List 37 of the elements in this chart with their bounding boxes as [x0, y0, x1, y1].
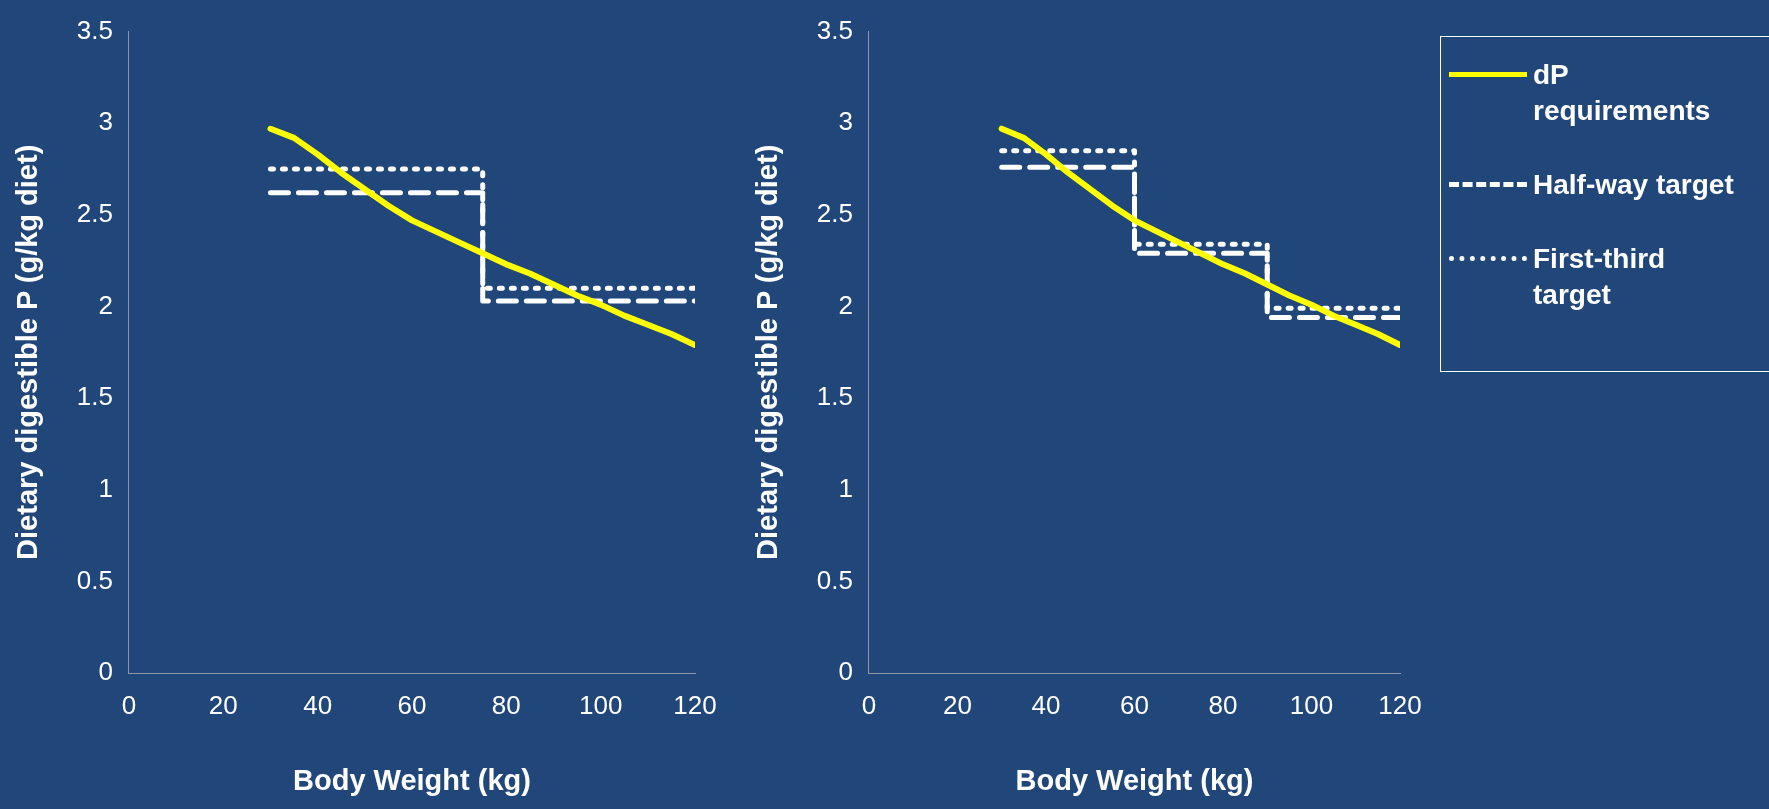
y-tick-label: 0: [98, 656, 113, 687]
y-tick-label: 2: [838, 289, 853, 320]
x-axis-title: Body Weight (kg): [293, 763, 531, 796]
x-tick-label: 120: [1378, 689, 1422, 720]
x-tick-label: 0: [121, 689, 137, 720]
y-tick-label: 2: [98, 289, 113, 320]
y-tick-label: 2.5: [76, 198, 113, 229]
x-tick-label: 80: [1208, 689, 1238, 720]
x-tick-label: 60: [1120, 689, 1149, 720]
x-tick-label: 120: [673, 689, 717, 720]
legend-label: First-third target: [1533, 242, 1667, 312]
legend-label: Half-way target: [1533, 168, 1735, 202]
y-axis-title: Dietary digestible P (g/kg diet): [11, 144, 44, 560]
y-tick-label: 0: [838, 656, 853, 687]
y-tick-label: 2.5: [816, 198, 853, 229]
y-tick-label: 1.5: [76, 381, 113, 412]
y-tick-label: 0.5: [76, 564, 113, 595]
legend-label: dP requirements: [1533, 58, 1712, 128]
y-tick-label: 1.5: [816, 381, 853, 412]
y-tick-label: 1: [838, 472, 853, 503]
y-tick-label: 3.5: [816, 14, 853, 45]
x-tick-label: 0: [861, 689, 877, 720]
x-tick-label: 100: [1289, 689, 1334, 720]
x-tick-label: 100: [578, 689, 623, 720]
x-tick-label: 20: [942, 689, 972, 720]
x-tick-label: 80: [491, 689, 521, 720]
y-axis-title: Dietary digestible P (g/kg diet): [751, 144, 784, 560]
x-tick-label: 20: [208, 689, 238, 720]
y-tick-label: 3: [838, 106, 853, 137]
x-tick-label: 40: [1031, 689, 1061, 720]
x-tick-label: 40: [303, 689, 333, 720]
y-tick-label: 0.5: [816, 564, 853, 595]
y-tick-label: 1: [98, 472, 113, 503]
y-tick-label: 3: [98, 106, 113, 137]
x-axis-title: Body Weight (kg): [1015, 763, 1254, 796]
y-tick-label: 3.5: [76, 14, 113, 45]
x-tick-label: 60: [397, 689, 427, 720]
